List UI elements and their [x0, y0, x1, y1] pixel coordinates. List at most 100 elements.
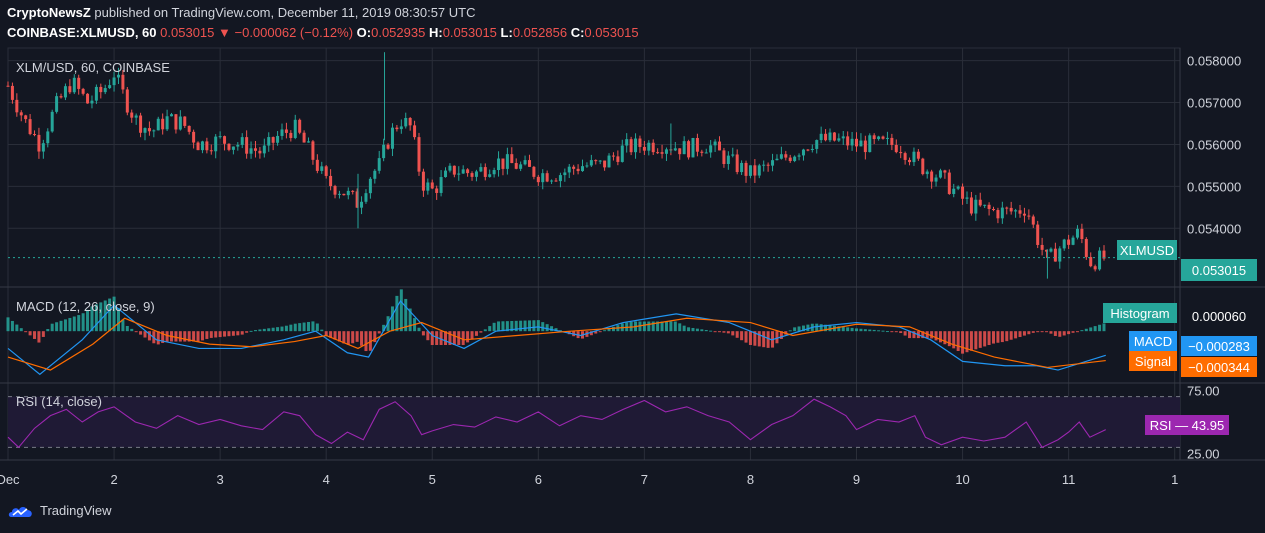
candle-body: [682, 141, 686, 155]
macd-hist-bar: [174, 331, 178, 342]
macd-hist-bar: [461, 331, 465, 345]
candle-body: [757, 165, 761, 176]
candle-body: [709, 145, 713, 153]
candle-body: [925, 171, 929, 175]
high-value: 0.053015: [442, 25, 497, 40]
macd-hist-bar: [660, 321, 664, 332]
candle-body: [740, 162, 744, 173]
macd-hist-bar: [815, 323, 819, 332]
candle-body: [581, 166, 585, 172]
macd-hist-bar: [395, 295, 399, 332]
macd-hist-bar: [908, 331, 912, 339]
macd-hist-bar: [855, 328, 859, 332]
macd-hist-bar: [921, 331, 925, 339]
macd-hist-bar: [183, 331, 187, 342]
signal-badge-bg: [1129, 351, 1177, 371]
macd-hist-bar: [90, 306, 94, 332]
macd-hist-bar: [713, 331, 717, 333]
candle-body: [801, 149, 805, 156]
candle-body: [200, 141, 204, 151]
macd-hist-bar: [474, 331, 478, 336]
macd-hist-bar: [841, 326, 845, 332]
candle-body: [307, 141, 311, 143]
candle-body: [859, 140, 863, 147]
macd-hist-bar: [762, 331, 766, 348]
candle-body: [28, 119, 32, 135]
x-tick-label: Dec: [0, 472, 20, 487]
macd-hist-bar: [50, 323, 54, 332]
candle-body: [634, 138, 638, 153]
macd-hist-bar: [947, 331, 951, 347]
macd-value: −0.000283: [1188, 339, 1250, 354]
macd-hist-bar: [594, 331, 598, 334]
candle-body: [1058, 248, 1062, 262]
candle-body: [908, 159, 912, 163]
candle-body: [187, 125, 191, 132]
macd-hist-bar: [360, 331, 364, 346]
candle-body: [112, 77, 116, 86]
macd-hist-bar: [740, 331, 744, 341]
macd-hist-bar: [1053, 331, 1057, 336]
x-tick-label: 2: [110, 472, 117, 487]
macd-hist-bar: [956, 331, 960, 351]
candle-body: [603, 160, 607, 168]
candle-body: [205, 141, 209, 151]
candle-body: [10, 85, 14, 100]
candle-body: [775, 158, 779, 161]
candle-body: [178, 116, 182, 130]
macd-hist-bar: [541, 322, 545, 332]
candle-body: [386, 144, 390, 149]
macd-hist-bar: [262, 328, 266, 332]
candle-body: [664, 149, 668, 154]
chart-grid: [0, 47, 1265, 461]
macd-hist-bar: [647, 321, 651, 332]
candle-body: [899, 152, 903, 154]
publisher-name[interactable]: CryptoNewsZ: [7, 5, 91, 20]
macd-hist-bar: [863, 329, 867, 332]
candle-body: [50, 111, 54, 132]
macd-hist-bar: [86, 309, 90, 332]
rsi-band-fill: [8, 396, 1180, 448]
candle-body: [1018, 210, 1022, 214]
candle-body: [753, 165, 757, 176]
signal-value: −0.000344: [1188, 360, 1250, 375]
macd-hist-bar: [589, 331, 593, 336]
candle-body: [881, 136, 885, 139]
macd-hist-bar: [426, 331, 430, 341]
macd-hist-bar: [63, 319, 67, 332]
candle-body: [15, 99, 19, 113]
macd-hist-bar: [877, 330, 881, 332]
macd-hist-bar: [1027, 331, 1031, 335]
candle-body: [6, 85, 10, 87]
candle-body: [448, 165, 452, 171]
candle-body: [174, 114, 178, 130]
macd-hist-bar: [209, 331, 213, 338]
macd-hist-bar: [1018, 331, 1022, 337]
candle-body: [37, 134, 41, 152]
macd-hist-bar: [788, 330, 792, 332]
macd-hist-bar: [439, 331, 443, 345]
candle-body: [315, 159, 319, 171]
macd-hist-bar: [992, 331, 996, 344]
macd-hist-bar: [757, 331, 761, 347]
candle-body: [351, 190, 355, 192]
macd-hist-bar: [430, 331, 434, 345]
x-tick-label: 4: [323, 472, 330, 487]
candle-body: [417, 137, 421, 172]
macd-hist-bar: [987, 331, 991, 345]
candle-body: [673, 148, 677, 151]
macd-hist-bar: [536, 320, 540, 332]
candle-body: [439, 177, 443, 193]
candle-body: [572, 166, 576, 169]
tradingview-logo[interactable]: TradingView: [8, 503, 112, 518]
macd-hist-bar: [276, 327, 280, 332]
candle-body: [170, 114, 174, 117]
candle-body: [139, 115, 143, 133]
macd-hist-bar: [10, 320, 14, 332]
ohlc-bar: COINBASE:XLMUSD, 60 0.053015 ▼ −0.000062…: [7, 25, 639, 40]
candle-body: [855, 138, 859, 147]
macd-hist-bar: [178, 331, 182, 342]
candle-body: [196, 142, 200, 151]
macd-hist-bar: [885, 331, 889, 333]
